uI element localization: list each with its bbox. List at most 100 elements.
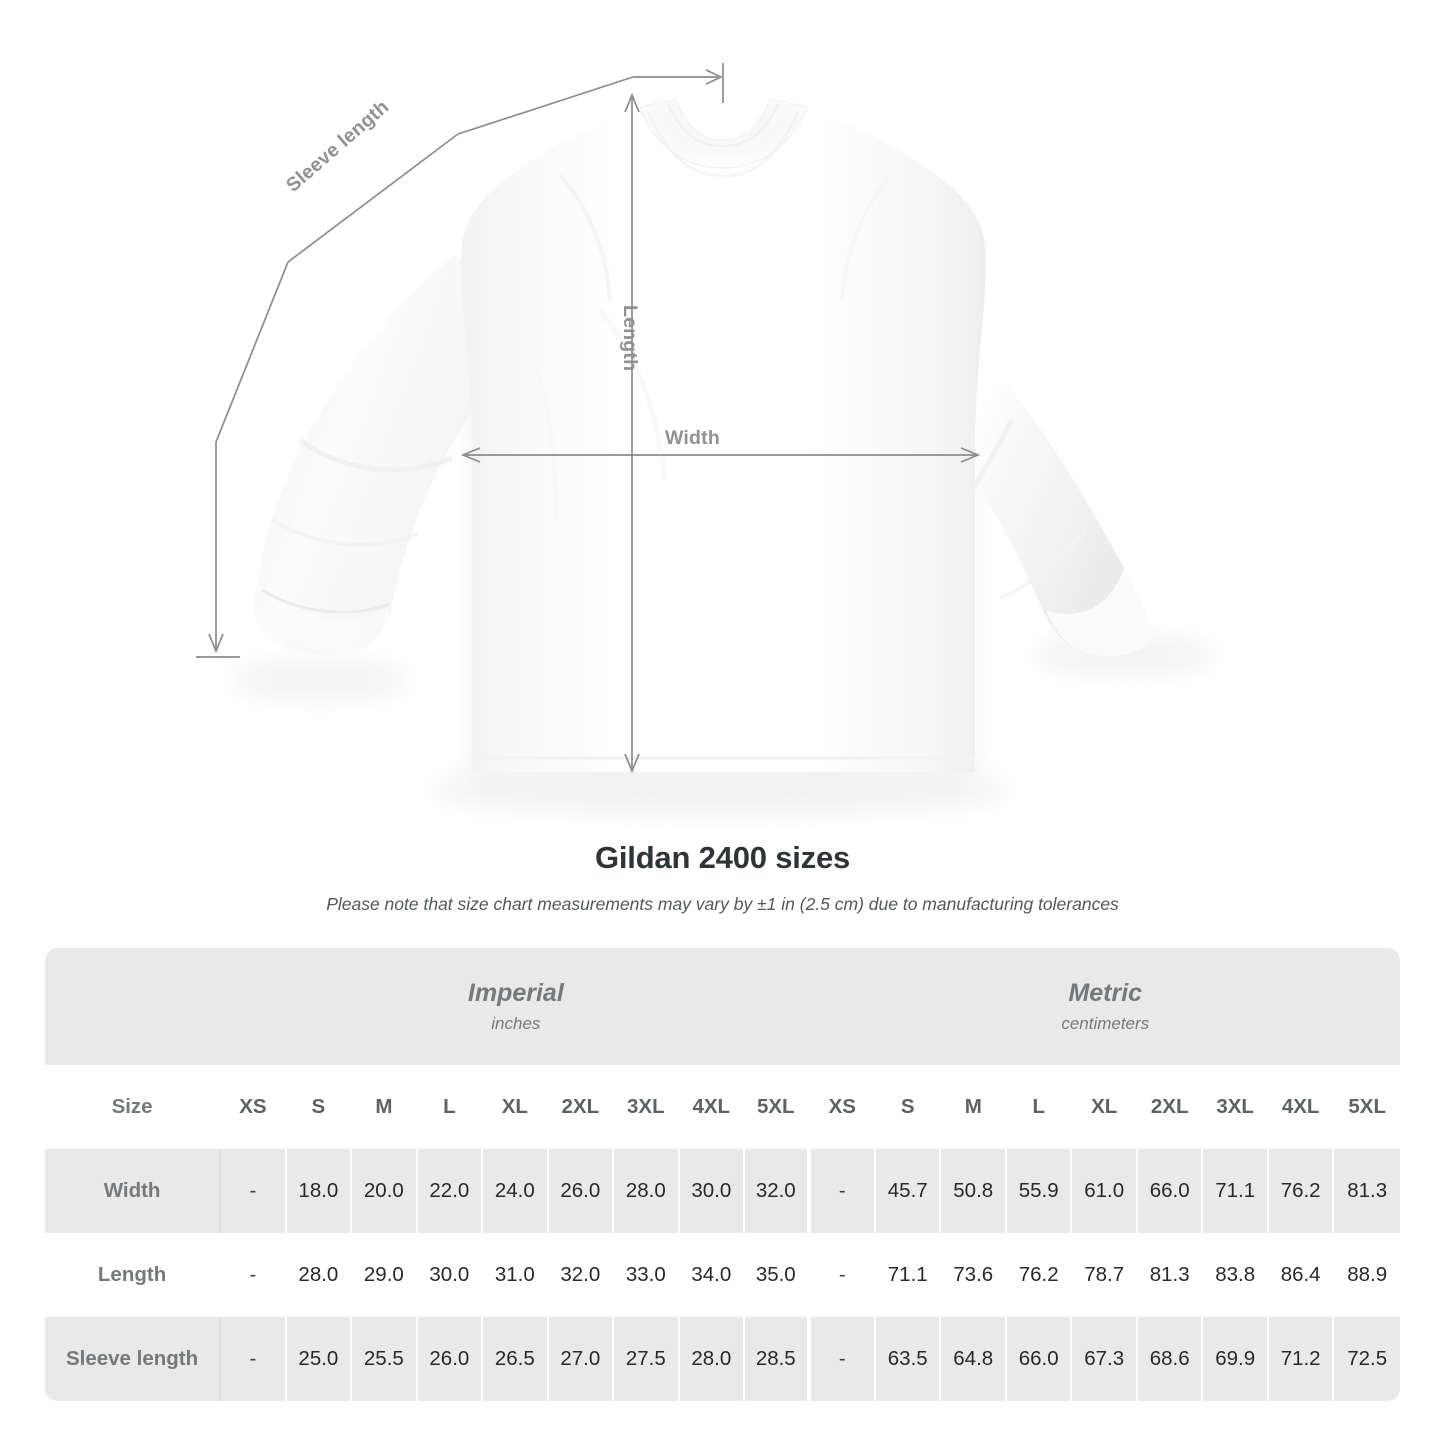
cell-width-imperial-4xl: 30.0 xyxy=(679,1149,746,1233)
size-header-metric-3xl: 3XL xyxy=(1203,1065,1269,1149)
chart-note: Please note that size chart measurements… xyxy=(326,894,1119,914)
cell-length-metric-xs: - xyxy=(810,1233,876,1317)
size-table-wrap: Imperial inches Metric centimeters Size XS S M L… xyxy=(45,948,1400,1401)
cell-width-metric-xs: - xyxy=(810,1149,876,1233)
table-row: Width -18.0 20.0 22.0 24.0 26.0 28.0 30.0 32.0-4… xyxy=(45,1149,1400,1233)
table-row: Length -28.0 29.0 30.0 31.0 32.0 33.0 34.0 35.0-… xyxy=(45,1233,1400,1317)
cell-length-metric-2xl: 81.3 xyxy=(1137,1233,1204,1317)
cell-sleeve-length-imperial-xl: 26.5 xyxy=(483,1317,549,1401)
cell-length-metric-4xl: 86.4 xyxy=(1268,1233,1335,1317)
cell-sleeve-length-metric-2xl: 68.6 xyxy=(1137,1317,1204,1401)
size-header-imperial-5xl: 5XL xyxy=(745,1065,811,1149)
cell-sleeve-length-metric-3xl: 69.9 xyxy=(1203,1317,1269,1401)
cell-sleeve-length-imperial-xs: - xyxy=(221,1317,287,1401)
cell-length-imperial-l: 30.0 xyxy=(417,1233,484,1317)
measurement-lines xyxy=(196,63,981,774)
cell-sleeve-length-imperial-s: 25.0 xyxy=(286,1317,353,1401)
size-header-imperial-xs: XS xyxy=(221,1065,287,1149)
unit-header-spacer xyxy=(45,948,222,1065)
cell-length-metric-xl: 78.7 xyxy=(1072,1233,1138,1317)
cell-sleeve-length-imperial-l: 26.0 xyxy=(417,1317,484,1401)
size-header-imperial-xl: XL xyxy=(483,1065,549,1149)
cell-width-metric-xl: 61.0 xyxy=(1072,1149,1138,1233)
chart-title: Gildan 2400 sizes xyxy=(594,840,851,875)
size-header-metric-s: S xyxy=(876,1065,942,1149)
unit-sub: inches xyxy=(491,1014,541,1034)
cell-width-metric-l: 55.9 xyxy=(1006,1149,1073,1233)
table-row: Sleeve length -25.0 25.5 26.0 26.5 27.0 27.5 28… xyxy=(45,1317,1400,1401)
cell-length-imperial-2xl: 32.0 xyxy=(548,1233,615,1317)
cell-length-metric-3xl: 83.8 xyxy=(1203,1233,1269,1317)
size-header-imperial-4xl: 4XL xyxy=(679,1065,746,1149)
cell-length-imperial-xs: - xyxy=(221,1233,287,1317)
cell-length-imperial-3xl: 33.0 xyxy=(614,1233,680,1317)
size-header-metric-2xl: 2XL xyxy=(1137,1065,1204,1149)
row-label-width: Width xyxy=(45,1149,222,1233)
cell-sleeve-length-imperial-4xl: 28.0 xyxy=(679,1317,746,1401)
cell-width-imperial-5xl: 32.0 xyxy=(745,1149,811,1233)
sleeve-length-dimension xyxy=(196,63,724,658)
cell-sleeve-length-imperial-5xl: 28.5 xyxy=(745,1317,811,1401)
cell-length-metric-m: 73.6 xyxy=(941,1233,1007,1317)
cell-sleeve-length-metric-xs: - xyxy=(810,1317,876,1401)
unit-sub: centimeters xyxy=(1061,1014,1150,1034)
cell-length-metric-s: 71.1 xyxy=(876,1233,942,1317)
cell-sleeve-length-metric-xl: 67.3 xyxy=(1072,1317,1138,1401)
cell-width-imperial-xl: 24.0 xyxy=(483,1149,549,1233)
unit-name: Imperial xyxy=(467,978,564,1007)
size-header-imperial-2xl: 2XL xyxy=(548,1065,615,1149)
length-dimension xyxy=(624,92,640,774)
cell-length-imperial-4xl: 34.0 xyxy=(679,1233,746,1317)
table-corner-label: Size xyxy=(45,1065,222,1149)
size-header-imperial-l: L xyxy=(417,1065,484,1149)
size-header-metric-l: L xyxy=(1006,1065,1073,1149)
unit-header-imperial: Imperial inches xyxy=(221,948,811,1065)
cell-sleeve-length-metric-s: 63.5 xyxy=(876,1317,942,1401)
cell-width-imperial-2xl: 26.0 xyxy=(548,1149,615,1233)
size-header-metric-xl: XL xyxy=(1072,1065,1138,1149)
cell-width-metric-3xl: 71.1 xyxy=(1203,1149,1269,1233)
cell-sleeve-length-metric-m: 64.8 xyxy=(941,1317,1007,1401)
unit-header-row: Imperial inches Metric centimeters xyxy=(45,948,1400,1065)
length-label: Length xyxy=(619,305,641,372)
unit-name: Metric xyxy=(1068,978,1143,1007)
shirt-body xyxy=(461,99,986,772)
size-header-imperial-3xl: 3XL xyxy=(614,1065,680,1149)
size-header-row: Size XS S M L XL 2XL 3XL 4XL 5XL XS S M L XL 2XL 3XL 4XL 5… xyxy=(45,1065,1400,1149)
row-label-length: Length xyxy=(45,1233,222,1317)
cell-length-imperial-5xl: 35.0 xyxy=(745,1233,811,1317)
cell-length-imperial-m: 29.0 xyxy=(352,1233,418,1317)
cell-sleeve-length-metric-l: 66.0 xyxy=(1006,1317,1073,1401)
cell-width-imperial-m: 20.0 xyxy=(352,1149,418,1233)
cell-width-metric-2xl: 66.0 xyxy=(1137,1149,1204,1233)
cell-width-metric-4xl: 76.2 xyxy=(1268,1149,1335,1233)
cell-width-imperial-l: 22.0 xyxy=(417,1149,484,1233)
cell-sleeve-length-metric-5xl: 72.5 xyxy=(1334,1317,1400,1401)
cell-width-imperial-s: 18.0 xyxy=(286,1149,353,1233)
cell-width-metric-5xl: 81.3 xyxy=(1334,1149,1400,1233)
garment-illustration: Sleeve length Length Width xyxy=(196,63,1215,812)
cell-width-imperial-3xl: 28.0 xyxy=(614,1149,680,1233)
cell-width-metric-s: 45.7 xyxy=(876,1149,942,1233)
width-dimension xyxy=(460,447,981,463)
cell-width-imperial-xs: - xyxy=(221,1149,287,1233)
cell-length-metric-5xl: 88.9 xyxy=(1334,1233,1400,1317)
size-header-metric-4xl: 4XL xyxy=(1268,1065,1335,1149)
cell-sleeve-length-imperial-m: 25.5 xyxy=(352,1317,418,1401)
size-header-metric-xs: XS xyxy=(810,1065,876,1149)
cell-sleeve-length-imperial-3xl: 27.5 xyxy=(614,1317,680,1401)
size-header-imperial-s: S xyxy=(286,1065,353,1149)
cell-length-imperial-s: 28.0 xyxy=(286,1233,353,1317)
cell-sleeve-length-imperial-2xl: 27.0 xyxy=(548,1317,615,1401)
size-header-metric-m: M xyxy=(941,1065,1007,1149)
cell-width-metric-m: 50.8 xyxy=(941,1149,1007,1233)
unit-header-metric: Metric centimeters xyxy=(810,948,1400,1065)
size-table: Imperial inches Metric centimeters Size XS S M L… xyxy=(45,948,1400,1401)
width-label: Width xyxy=(665,427,720,449)
garment-svg xyxy=(196,63,1215,812)
cell-length-metric-l: 76.2 xyxy=(1006,1233,1073,1317)
cell-length-imperial-xl: 31.0 xyxy=(483,1233,549,1317)
cell-sleeve-length-metric-4xl: 71.2 xyxy=(1268,1317,1335,1401)
title-block: Gildan 2400 sizes Please note that size … xyxy=(0,840,1445,915)
